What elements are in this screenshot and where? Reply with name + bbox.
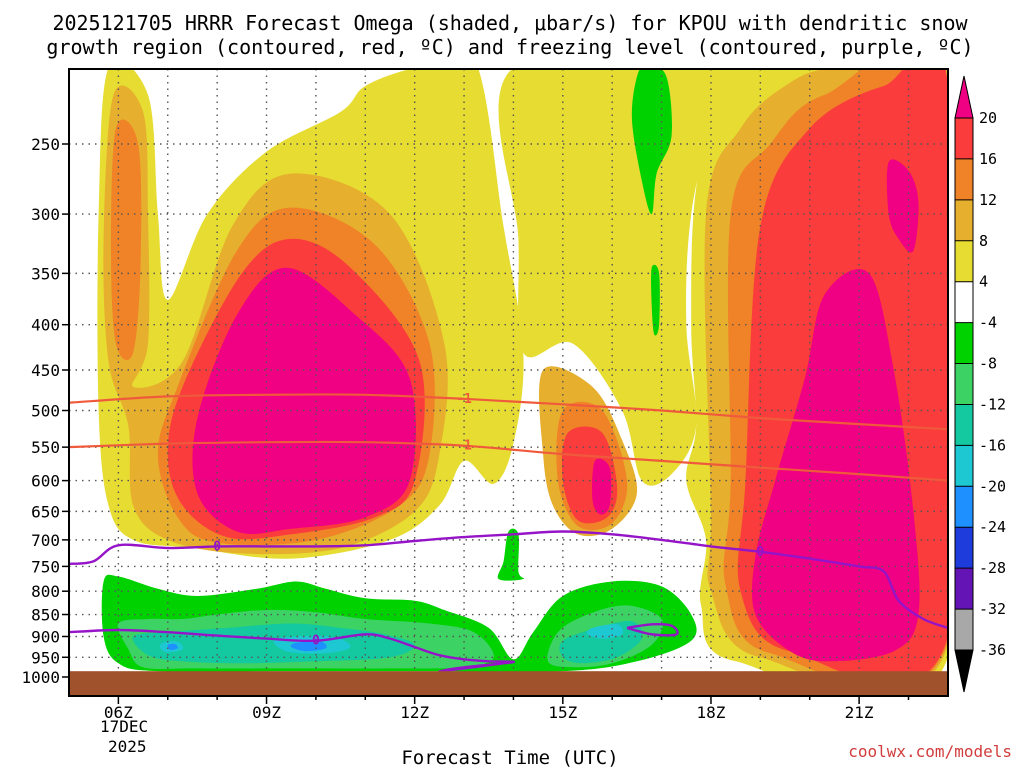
colorbar-label-20: 20 bbox=[979, 109, 997, 127]
date-label-day: 17DEC bbox=[100, 717, 148, 736]
colorbar-label--28: -28 bbox=[979, 559, 1006, 577]
ytick-label-300: 300 bbox=[31, 205, 60, 224]
y-axis: 250 300 350 400 450 500 550 600 650 700 750 800 850 9… bbox=[21, 135, 69, 687]
ytick-label-250: 250 bbox=[31, 135, 60, 154]
colorbar-label--24: -24 bbox=[979, 518, 1006, 536]
omega-region-ascent-mid-20 bbox=[592, 458, 612, 515]
ytick-label-800: 800 bbox=[31, 582, 60, 601]
colorbar-label--8: -8 bbox=[979, 355, 997, 373]
omega-region-ascent-left-12 bbox=[111, 119, 142, 361]
contours: -1 -1 0 0 0 bbox=[69, 392, 948, 673]
omega-region-ascent-left-20 bbox=[192, 267, 416, 534]
ytick-label-650: 650 bbox=[31, 502, 60, 521]
colorbar: -36 -32 -28 -24 -20 -16 -12 -8 -4 4 8 12 16 20 bbox=[954, 75, 1006, 693]
ytick-label-550: 550 bbox=[31, 438, 60, 457]
ytick-label-850: 850 bbox=[31, 606, 60, 625]
omega-region-ascent-right-20 bbox=[751, 268, 920, 662]
credit-link[interactable]: coolwx.com/models bbox=[848, 742, 1012, 761]
colorbar-segment-gray bbox=[955, 609, 973, 650]
colorbar-label-4: 4 bbox=[979, 273, 988, 291]
xtick-label-15: 15Z bbox=[548, 703, 577, 722]
x-axis: 06Z 09Z 12Z 15Z 18Z 21Z bbox=[104, 696, 910, 722]
chart-title-line2: growth region (contoured, red, ºC) and f… bbox=[46, 35, 973, 59]
colorbar-segment--4 bbox=[955, 281, 973, 323]
ytick-label-1000: 1000 bbox=[21, 668, 60, 687]
contour-label-3: 0 bbox=[756, 545, 764, 560]
colorbar-label--16: -16 bbox=[979, 436, 1006, 454]
xtick-label-12: 12Z bbox=[400, 703, 429, 722]
omega-region-descent-low-left-20 bbox=[290, 641, 327, 652]
colorbar-segment--24 bbox=[955, 486, 973, 528]
omega-region-descent-upper-mid bbox=[631, 69, 672, 215]
colorbar-segment--8 bbox=[955, 322, 973, 364]
ytick-label-700: 700 bbox=[31, 531, 60, 550]
ytick-label-900: 900 bbox=[31, 627, 60, 646]
colorbar-label-8: 8 bbox=[979, 232, 988, 250]
colorbar-segment--32 bbox=[955, 568, 973, 610]
ground-surface bbox=[69, 671, 948, 696]
grid-lines bbox=[69, 69, 948, 696]
contour-label-1: -1 bbox=[456, 439, 472, 454]
colorbar-under-arrow bbox=[954, 649, 974, 693]
colorbar-segment-8 bbox=[955, 199, 973, 241]
xtick-label-18: 18Z bbox=[697, 703, 726, 722]
plot-frame bbox=[68, 68, 949, 697]
colorbar-label--12: -12 bbox=[979, 395, 1006, 413]
date-label-year: 2025 bbox=[108, 737, 147, 756]
colorbar-segment--20 bbox=[955, 445, 973, 487]
colorbar-over-arrow bbox=[954, 75, 974, 119]
colorbar-label--36: -36 bbox=[979, 641, 1006, 659]
ytick-label-950: 950 bbox=[31, 648, 60, 667]
chart-title-line1: 2025121705 HRRR Forecast Omega (shaded, … bbox=[52, 11, 968, 35]
omega-region-ascent-top-right-20 bbox=[886, 159, 919, 253]
colorbar-segment--16 bbox=[955, 404, 973, 446]
xtick-label-21: 21Z bbox=[845, 703, 874, 722]
ytick-label-600: 600 bbox=[31, 472, 60, 491]
ytick-label-750: 750 bbox=[31, 557, 60, 576]
ytick-label-450: 450 bbox=[31, 361, 60, 380]
contour-label-4: 0 bbox=[312, 634, 320, 649]
colorbar-segment-16 bbox=[955, 118, 973, 159]
contour-fz-loop bbox=[626, 622, 679, 637]
colorbar-label-12: 12 bbox=[979, 191, 997, 209]
omega-shading bbox=[97, 69, 948, 696]
contour-label-0: -1 bbox=[456, 392, 472, 407]
omega-region-descent-low-mid-16 bbox=[586, 624, 624, 639]
contour-fz-upper bbox=[69, 530, 948, 630]
omega-region-descent-upper-mid-b bbox=[651, 264, 660, 336]
colorbar-label-16: 16 bbox=[979, 150, 997, 168]
xtick-label-6: 06Z bbox=[104, 703, 133, 722]
omega-region-descent-small-column bbox=[497, 528, 525, 581]
omega-region-descent-low-left-20b bbox=[167, 643, 178, 651]
contour-dgz-upper bbox=[69, 393, 948, 431]
colorbar-segment-4 bbox=[955, 240, 973, 282]
ytick-label-350: 350 bbox=[31, 264, 60, 283]
colorbar-segment-12 bbox=[955, 158, 973, 200]
ytick-label-500: 500 bbox=[31, 402, 60, 421]
colorbar-segment--12 bbox=[955, 363, 973, 405]
xtick-label-9: 09Z bbox=[252, 703, 281, 722]
colorbar-label--20: -20 bbox=[979, 477, 1006, 495]
colorbar-label--4: -4 bbox=[979, 314, 997, 332]
contour-fz-lower bbox=[69, 628, 516, 673]
contour-dgz-lower bbox=[69, 440, 948, 482]
ytick-label-400: 400 bbox=[31, 316, 60, 335]
x-axis-label: Forecast Time (UTC) bbox=[401, 747, 618, 768]
contour-label-2: 0 bbox=[213, 539, 221, 554]
colorbar-label--32: -32 bbox=[979, 600, 1006, 618]
colorbar-segment--28 bbox=[955, 527, 973, 569]
omega-region-upper-ascent-band-mid bbox=[498, 69, 744, 486]
